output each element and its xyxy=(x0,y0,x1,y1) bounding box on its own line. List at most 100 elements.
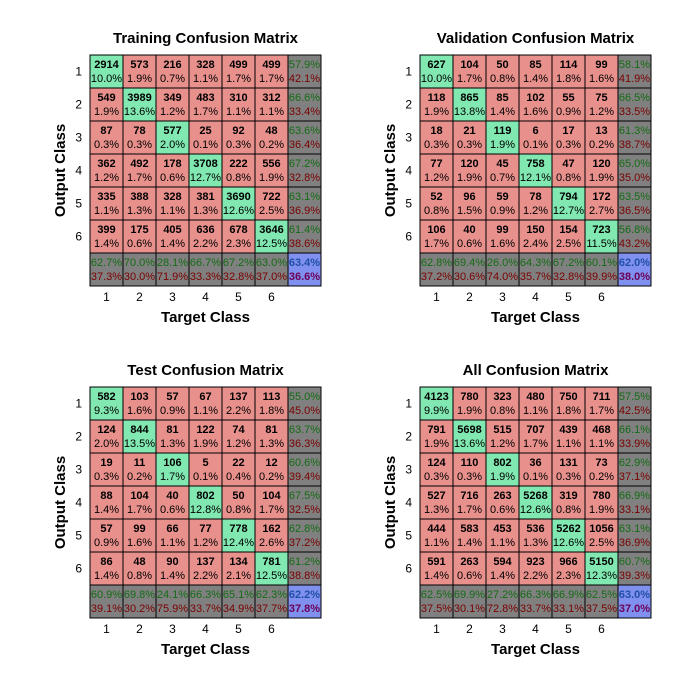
cell-count: 124 xyxy=(427,457,446,469)
cell-count: 594 xyxy=(493,556,512,568)
cell-percent: 1.7% xyxy=(160,471,185,483)
cell-count: 162 xyxy=(262,523,280,535)
matrix-border xyxy=(89,386,322,619)
cell-percent: 0.2% xyxy=(259,471,284,483)
cell-percent: 1.3% xyxy=(523,537,548,549)
summary-correct-percent: 26.0% xyxy=(487,257,518,269)
cell-percent: 0.6% xyxy=(160,172,185,184)
misclassified-cell xyxy=(584,485,619,520)
summary-error-percent: 36.3% xyxy=(289,438,320,450)
cell-count: 865 xyxy=(460,92,478,104)
cell-percent: 0.9% xyxy=(490,205,515,217)
cell-percent: 0.3% xyxy=(424,139,449,151)
cell-count: 549 xyxy=(97,92,115,104)
misclassified-cell xyxy=(419,87,454,122)
y-tick-label: 2 xyxy=(75,98,82,112)
chart-title: All Confusion Matrix xyxy=(463,362,609,379)
summary-error-percent: 42.5% xyxy=(619,405,650,417)
cell-percent: 0.4% xyxy=(226,471,251,483)
summary-error-percent: 36.9% xyxy=(619,537,650,549)
cell-count: 67 xyxy=(199,391,211,403)
cell-percent: 2.5% xyxy=(589,537,614,549)
summary-correct-percent: 62.8% xyxy=(289,523,320,535)
y-axis-label: Output Class xyxy=(52,456,69,549)
y-tick-label: 1 xyxy=(75,397,82,411)
training-confusion-matrix-panel: Training Confusion Matrix 2914 10.0% 573 1.9… xyxy=(35,18,365,338)
summary-cell xyxy=(287,87,322,122)
cell-percent: 1.3% xyxy=(127,205,152,217)
cell-percent: 0.6% xyxy=(160,504,185,516)
cell-percent: 10.0% xyxy=(421,73,452,85)
chart-title: Validation Confusion Matrix xyxy=(437,30,635,47)
cell-percent: 0.7% xyxy=(490,172,515,184)
x-axis-label: Target Class xyxy=(161,641,250,658)
misclassified-cell xyxy=(485,186,520,221)
summary-cell xyxy=(518,584,553,619)
cell-count: 85 xyxy=(496,92,508,104)
cell-count: 81 xyxy=(265,424,277,436)
cell-count: 388 xyxy=(130,191,148,203)
cell-count: 312 xyxy=(262,92,280,104)
cell-percent: 1.2% xyxy=(589,106,614,118)
cell-percent: 1.2% xyxy=(424,172,449,184)
correct-class-cell xyxy=(584,219,619,254)
summary-cell xyxy=(485,584,520,619)
cell-percent: 9.9% xyxy=(424,405,449,417)
overall-correct-percent: 62.0% xyxy=(619,257,650,269)
cell-count: 78 xyxy=(133,125,145,137)
cell-count: 104 xyxy=(460,59,479,71)
summary-error-percent: 33.4% xyxy=(289,106,320,118)
misclassified-cell xyxy=(221,485,256,520)
confusion-matrix-plot: Test Confusion Matrix 582 9.3% 103 1.6% 57 0.9… xyxy=(52,362,322,658)
cell-count: 3989 xyxy=(127,92,151,104)
cell-count: 1056 xyxy=(589,523,613,535)
summary-correct-percent: 66.5% xyxy=(619,92,650,104)
x-tick-label: 4 xyxy=(202,290,209,304)
cell-count: 86 xyxy=(100,556,112,568)
cell-percent: 0.1% xyxy=(523,139,548,151)
misclassified-cell xyxy=(122,153,157,188)
summary-error-percent: 38.6% xyxy=(289,238,320,250)
all-confusion-matrix-panel: All Confusion Matrix 4123 9.9% 780 1.9% 323 0.… xyxy=(365,350,695,670)
misclassified-cell xyxy=(551,54,586,89)
cell-percent: 2.0% xyxy=(160,139,185,151)
summary-error-percent: 30.2% xyxy=(124,603,155,615)
cell-count: 499 xyxy=(262,59,280,71)
cell-count: 12 xyxy=(265,457,277,469)
x-axis-label: Target Class xyxy=(491,641,580,658)
summary-error-percent: 33.5% xyxy=(619,106,650,118)
misclassified-cell xyxy=(452,120,487,155)
summary-correct-percent: 66.9% xyxy=(553,589,584,601)
cell-count: 453 xyxy=(493,523,511,535)
cell-percent: 12.6% xyxy=(223,205,254,217)
x-tick-label: 3 xyxy=(169,622,176,636)
cell-percent: 0.8% xyxy=(556,504,581,516)
cell-count: 627 xyxy=(427,59,445,71)
summary-error-percent: 37.2% xyxy=(421,271,452,283)
x-tick-label: 2 xyxy=(136,290,143,304)
cell-count: 87 xyxy=(100,125,112,137)
cell-percent: 1.9% xyxy=(193,438,218,450)
cell-count: 573 xyxy=(130,59,148,71)
cell-count: 5150 xyxy=(589,556,613,568)
y-axis-label: Output Class xyxy=(382,124,399,217)
cell-percent: 1.6% xyxy=(127,537,152,549)
cell-percent: 1.1% xyxy=(226,106,251,118)
cell-count: 780 xyxy=(592,490,610,502)
summary-correct-percent: 67.2% xyxy=(289,158,320,170)
summary-error-percent: 72.8% xyxy=(487,603,518,615)
cell-percent: 0.7% xyxy=(160,73,185,85)
cell-count: 55 xyxy=(562,92,574,104)
y-tick-label: 5 xyxy=(75,197,82,211)
overall-error-percent: 38.0% xyxy=(619,271,650,283)
summary-cell xyxy=(155,252,190,287)
summary-error-percent: 37.0% xyxy=(256,271,287,283)
summary-correct-percent: 27.2% xyxy=(487,589,518,601)
cell-percent: 0.8% xyxy=(424,205,449,217)
misclassified-cell xyxy=(221,551,256,586)
cell-percent: 10.0% xyxy=(91,73,122,85)
cell-count: 99 xyxy=(595,59,607,71)
y-tick-label: 5 xyxy=(405,197,412,211)
cell-percent: 2.2% xyxy=(193,238,218,250)
cell-percent: 12.5% xyxy=(256,238,287,250)
